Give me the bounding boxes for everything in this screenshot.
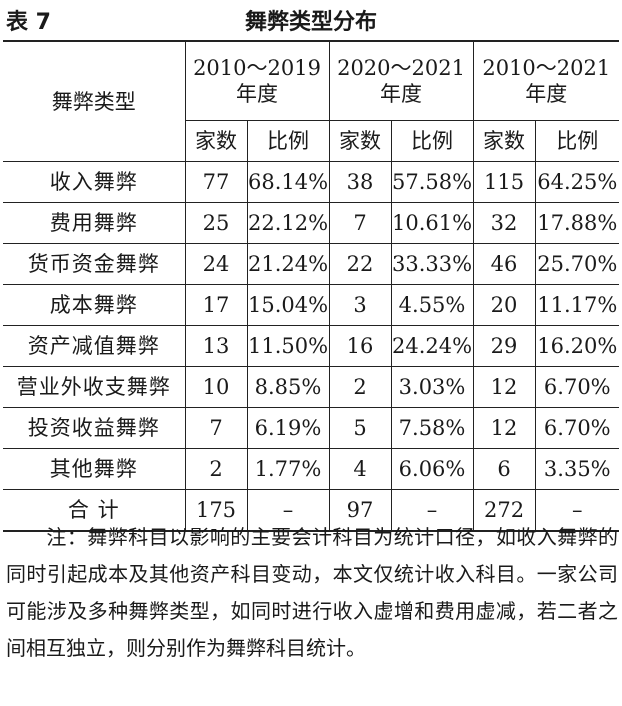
- ratio-cell: 3.03%: [390, 366, 474, 408]
- fraud-type-cell: 货币资金舞弊: [3, 243, 186, 285]
- ratio-cell: 33.33%: [390, 243, 474, 285]
- total-row: 合 计 175–97–272–: [3, 489, 620, 532]
- ratio-cell: 16.20%: [534, 325, 620, 367]
- table-caption: 表 7 舞弊类型分布: [0, 0, 622, 36]
- ratio-cell: –: [534, 489, 620, 532]
- count-cell: 2: [184, 448, 248, 490]
- ratio-cell: 25.70%: [534, 243, 620, 285]
- ratio-cell: 4.55%: [390, 284, 474, 326]
- fraud-type-cell: 资产减值舞弊: [3, 325, 186, 367]
- count-cell: 32: [472, 202, 536, 244]
- ratio-cell: 6.06%: [390, 448, 474, 490]
- ratio-cell: 11.17%: [534, 284, 620, 326]
- count-cell: 97: [328, 489, 392, 532]
- fraud-type-cell: 其他舞弊: [3, 448, 186, 490]
- fraud-type-cell: 收入舞弊: [3, 161, 186, 203]
- ratio-cell: 6.70%: [534, 407, 620, 449]
- table-body: 收入舞弊 77 68.14% 38 57.58% 115 64.25% 费用舞弊 25 22.12…: [3, 161, 620, 532]
- table-title: 舞弊类型分布: [244, 10, 377, 35]
- header-row-periods: 舞弊类型 2010～2019年度 2020～2021年度 2010～2021年度: [3, 40, 620, 162]
- count-cell: 29: [472, 325, 536, 367]
- count-cell: 38: [328, 161, 392, 203]
- ratio-cell: 6.70%: [534, 366, 620, 408]
- ratio-cell: 57.58%: [390, 161, 474, 203]
- ratio-cell: 1.77%: [246, 448, 330, 490]
- count-cell: 4: [328, 448, 392, 490]
- count-cell: 24: [184, 243, 248, 285]
- ratio-cell: –: [390, 489, 474, 532]
- ratio-cell: 7.58%: [390, 407, 474, 449]
- fraud-type-cell: 营业外收支舞弊: [3, 366, 186, 408]
- count-cell: 2: [328, 366, 392, 408]
- table-row: 成本舞弊 17 15.04% 3 4.55% 20 11.17%: [3, 284, 620, 326]
- ratio-cell: 10.61%: [390, 202, 474, 244]
- table-number: 表 7: [6, 10, 51, 35]
- table-row: 其他舞弊 2 1.77% 4 6.06% 6 3.35%: [3, 448, 620, 490]
- count-cell: 5: [328, 407, 392, 449]
- header-fraud-type: 舞弊类型: [3, 40, 186, 162]
- header-count: 家数: [472, 120, 536, 162]
- ratio-cell: 68.14%: [246, 161, 330, 203]
- ratio-cell: 64.25%: [534, 161, 620, 203]
- ratio-cell: 6.19%: [246, 407, 330, 449]
- header-period: 2010～2021年度: [472, 40, 620, 121]
- count-cell: 175: [184, 489, 248, 532]
- count-cell: 6: [472, 448, 536, 490]
- fraud-type-cell: 费用舞弊: [3, 202, 186, 244]
- count-cell: 16: [328, 325, 392, 367]
- table-row: 投资收益舞弊 7 6.19% 5 7.58% 12 6.70%: [3, 407, 620, 449]
- table-row: 资产减值舞弊 13 11.50% 16 24.24% 29 16.20%: [3, 325, 620, 367]
- table-row: 营业外收支舞弊 10 8.85% 2 3.03% 12 6.70%: [3, 366, 620, 408]
- count-cell: 46: [472, 243, 536, 285]
- fraud-type-cell: 投资收益舞弊: [3, 407, 186, 449]
- count-cell: 17: [184, 284, 248, 326]
- count-cell: 115: [472, 161, 536, 203]
- count-cell: 20: [472, 284, 536, 326]
- count-cell: 22: [328, 243, 392, 285]
- count-cell: 7: [328, 202, 392, 244]
- count-cell: 10: [184, 366, 248, 408]
- table-row: 货币资金舞弊 24 21.24% 22 33.33% 46 25.70%: [3, 243, 620, 285]
- header-row-metrics: 家数 比例 家数 比例 家数 比例: [3, 120, 620, 162]
- ratio-cell: 8.85%: [246, 366, 330, 408]
- count-cell: 25: [184, 202, 248, 244]
- header-count: 家数: [328, 120, 392, 162]
- count-cell: 12: [472, 366, 536, 408]
- ratio-cell: 21.24%: [246, 243, 330, 285]
- ratio-cell: 11.50%: [246, 325, 330, 367]
- table-row: 费用舞弊 25 22.12% 7 10.61% 32 17.88%: [3, 202, 620, 244]
- ratio-cell: 3.35%: [534, 448, 620, 490]
- count-cell: 12: [472, 407, 536, 449]
- ratio-cell: 22.12%: [246, 202, 330, 244]
- ratio-cell: 17.88%: [534, 202, 620, 244]
- fraud-type-table: 舞弊类型 2010～2019年度 2020～2021年度 2010～2021年度…: [3, 40, 620, 532]
- fraud-type-cell: 成本舞弊: [3, 284, 186, 326]
- count-cell: 7: [184, 407, 248, 449]
- header-ratio: 比例: [390, 120, 474, 162]
- ratio-cell: 24.24%: [390, 325, 474, 367]
- count-cell: 3: [328, 284, 392, 326]
- header-period: 2010～2019年度: [184, 40, 330, 121]
- header-ratio: 比例: [246, 120, 330, 162]
- note-text: 注：舞弊科目以影响的主要会计科目为统计口径，如收入舞弊的同时引起成本及其他资产科…: [6, 525, 618, 660]
- ratio-cell: 15.04%: [246, 284, 330, 326]
- count-cell: 272: [472, 489, 536, 532]
- header-count: 家数: [185, 120, 248, 162]
- table-row: 收入舞弊 77 68.14% 38 57.58% 115 64.25%: [3, 161, 620, 203]
- count-cell: 77: [184, 161, 248, 203]
- count-cell: 13: [184, 325, 248, 367]
- ratio-cell: –: [246, 489, 330, 532]
- header-ratio: 比例: [534, 120, 620, 162]
- table-note: 注：舞弊科目以影响的主要会计科目为统计口径，如收入舞弊的同时引起成本及其他资产科…: [6, 519, 618, 667]
- header-period: 2020～2021年度: [328, 40, 474, 121]
